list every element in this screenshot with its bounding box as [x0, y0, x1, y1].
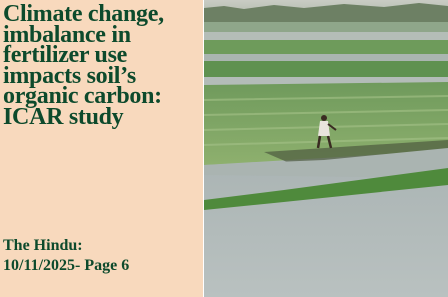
- source: The Hindu: 10/11/2025- Page 6: [3, 236, 129, 276]
- paddy-field-photo: [204, 0, 448, 297]
- headline-line: ICAR study: [3, 107, 164, 128]
- date-page: 10/11/2025- Page 6: [3, 256, 129, 276]
- publication: The Hindu:: [3, 236, 129, 256]
- news-clipping: Climate change,imbalance infertilizer us…: [0, 0, 448, 297]
